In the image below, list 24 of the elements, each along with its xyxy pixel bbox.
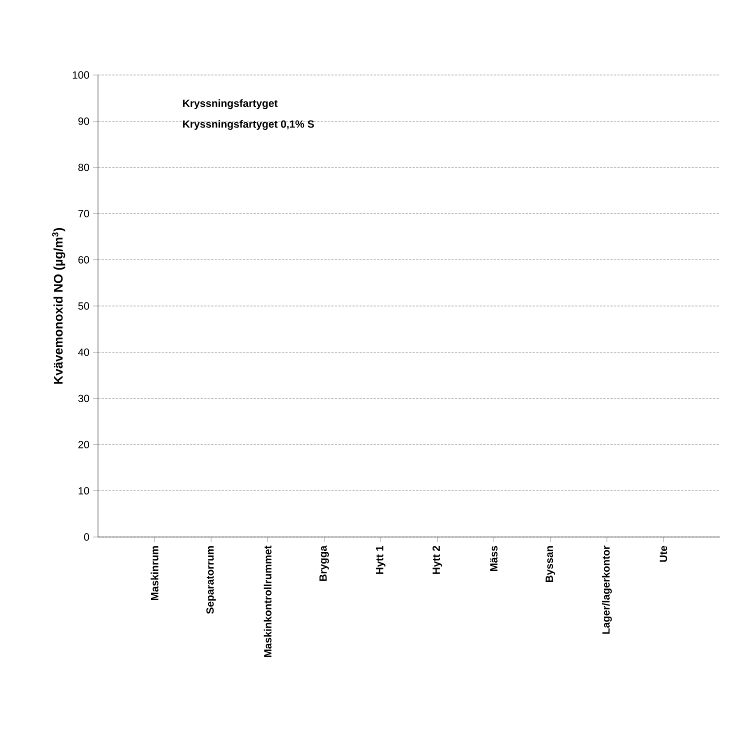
x-tick-label: Hytt 2 <box>432 546 442 574</box>
x-tick-label: Byssan <box>546 546 556 582</box>
y-tick-label: 100 <box>72 71 90 79</box>
y-tick-label: 50 <box>78 302 90 310</box>
x-tick-label: Brygga <box>319 545 329 581</box>
y-tick-label: 70 <box>78 210 90 218</box>
y-tick-label: 40 <box>78 348 90 356</box>
y-tick-label: 80 <box>78 164 90 172</box>
x-tick-label: Ute <box>660 546 668 562</box>
x-tick-label: Hytt 1 <box>376 546 386 574</box>
x-tick-label: Lager/lagerkontor <box>602 546 612 634</box>
y-tick-label: 90 <box>78 118 90 125</box>
x-tick-label: Separatorrum <box>206 546 216 614</box>
x-tick-label: Maskinkontrollrummet <box>264 546 272 657</box>
x-tick-label: Mäss <box>490 546 498 571</box>
y-tick-label: 20 <box>78 440 90 448</box>
y-tick-label: 30 <box>78 394 90 402</box>
y-tick-label: 10 <box>78 487 90 495</box>
y-tick-label: 0 <box>84 533 90 541</box>
y-axis-title: Kvävemonoxid NO (µg/m$^{3}$) <box>52 228 66 384</box>
x-tick-label: Maskinrum <box>150 546 158 600</box>
y-tick-label: 60 <box>78 256 90 264</box>
text: Kryssningsfartyget 0,1% S <box>183 120 314 130</box>
text: Kryssningsfartyget <box>183 99 278 110</box>
